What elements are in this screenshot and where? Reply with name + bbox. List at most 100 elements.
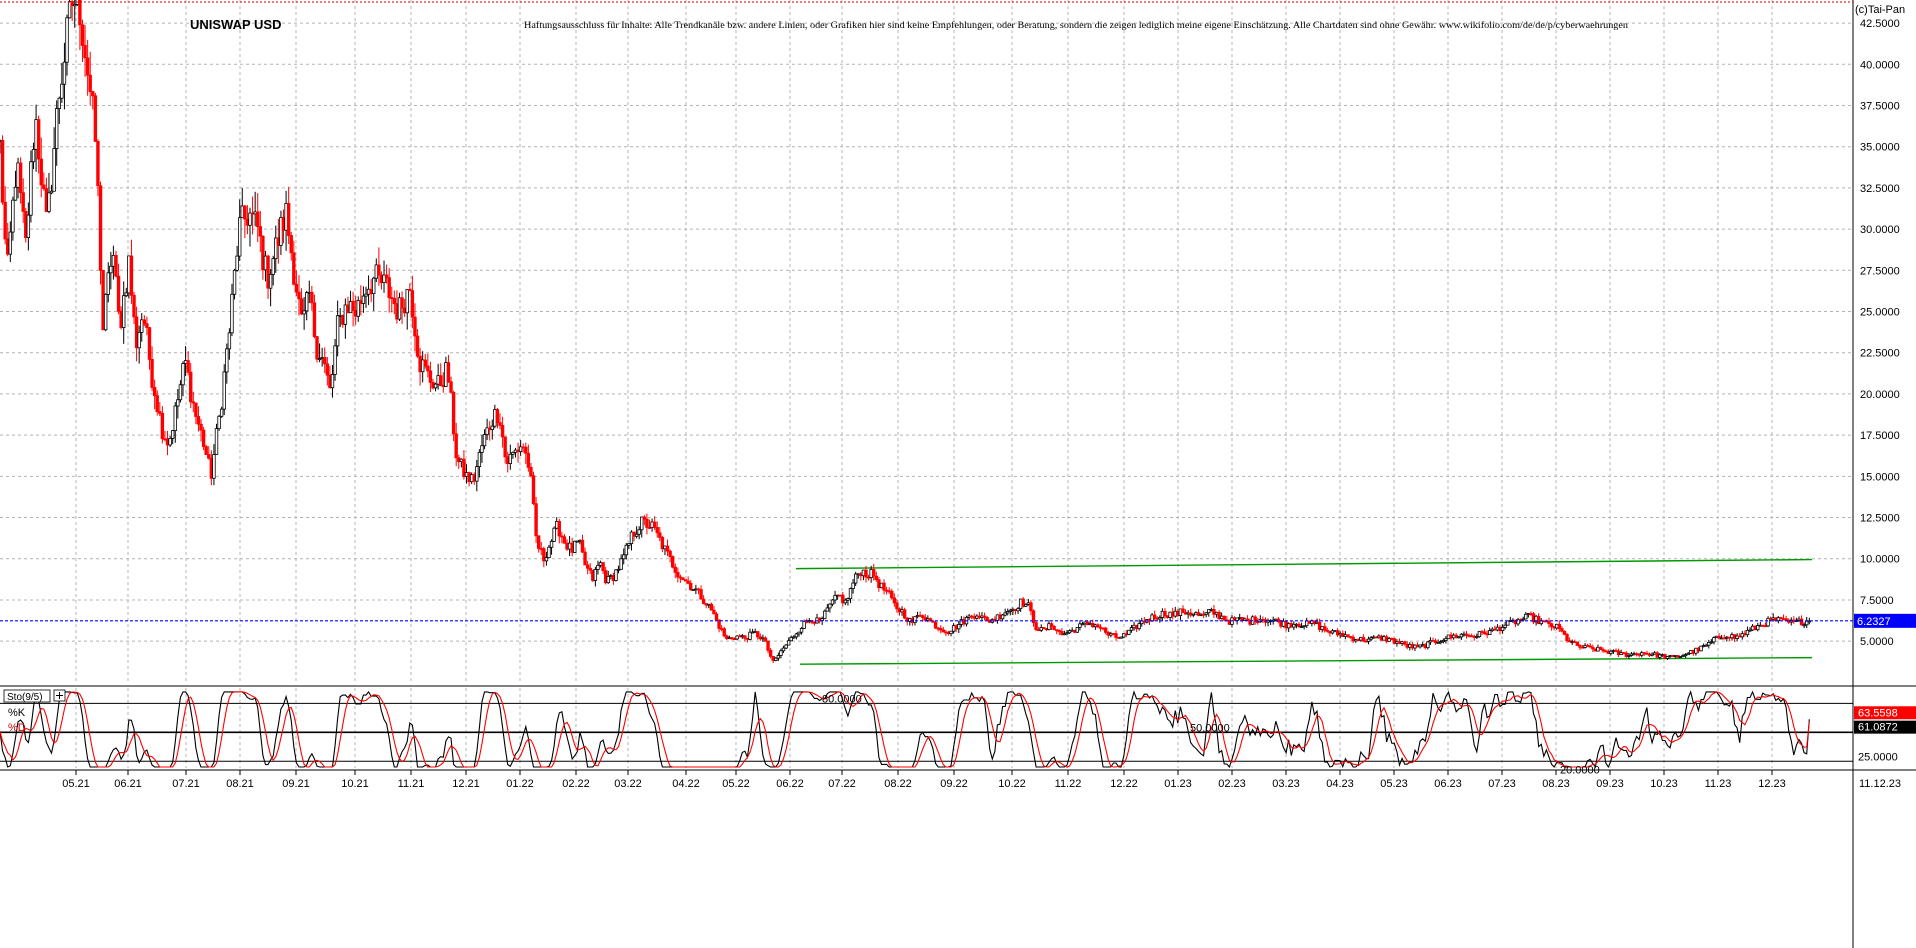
candle-down: [500, 424, 505, 438]
candle-down: [323, 357, 327, 365]
candle-up: [779, 650, 783, 656]
candle-down: [1557, 623, 1561, 629]
candle-up: [330, 374, 335, 389]
candle-up: [1129, 627, 1134, 631]
candle-down: [408, 289, 412, 292]
candle-down: [531, 475, 536, 505]
last-price-box: [1854, 613, 1916, 628]
candle-down: [315, 336, 319, 360]
price-tick-label: 20.0000: [1860, 389, 1900, 401]
candle-down: [526, 452, 531, 468]
candle-down: [895, 602, 899, 610]
candle-up: [823, 610, 827, 620]
candle-up: [1748, 629, 1752, 632]
candle-up: [480, 445, 484, 453]
candle-down: [410, 290, 415, 318]
candle-down: [400, 297, 404, 309]
candle-down: [920, 615, 925, 618]
candle-down: [686, 580, 690, 584]
candle-up: [1686, 653, 1690, 656]
candle-down: [941, 629, 946, 633]
candle-up: [212, 454, 216, 479]
candle-up: [173, 405, 177, 431]
candle-up: [735, 635, 739, 640]
candle-down: [683, 579, 688, 582]
x-tick-label: 09.21: [282, 778, 310, 790]
candle-up: [73, 4, 77, 7]
candle-up: [549, 540, 554, 548]
x-tick-label: 11.21: [398, 778, 425, 790]
candle-up: [637, 529, 641, 535]
x-tick-label: 04.23: [1326, 778, 1354, 790]
candle-up: [1704, 644, 1708, 647]
candle-down: [243, 205, 247, 220]
candle-up: [109, 265, 113, 274]
candle-down: [1096, 624, 1100, 628]
x-tick-label: 07.23: [1488, 778, 1516, 790]
candle-up: [1008, 609, 1013, 612]
candle-up: [1137, 623, 1141, 630]
candle-down: [129, 255, 134, 296]
price-tick-label: 37.5000: [1860, 100, 1900, 112]
candle-down: [902, 609, 907, 619]
candle-down: [1799, 618, 1804, 626]
k-value-box: [1854, 706, 1916, 720]
candle-up: [508, 453, 513, 464]
osc-axis-label: 25.0000: [1858, 751, 1898, 763]
osc-label: Sto(9/5): [7, 692, 43, 703]
candle-up: [305, 292, 309, 312]
candle-up: [181, 363, 185, 386]
candle-up: [1475, 636, 1479, 639]
candle-down: [147, 327, 152, 360]
candle-down: [1201, 613, 1206, 616]
candle-down: [83, 45, 87, 59]
candle-down: [1351, 636, 1355, 642]
candle-down: [0, 140, 5, 203]
candle-down: [534, 503, 538, 537]
candle-up: [60, 83, 64, 99]
candle-up: [31, 149, 36, 163]
candle-up: [433, 383, 438, 389]
candle-up: [1707, 642, 1711, 646]
x-tick-label: 09.22: [940, 778, 968, 790]
candle-up: [544, 557, 549, 562]
candle-up: [47, 192, 51, 212]
candle-down: [261, 235, 265, 271]
candle-down: [939, 628, 943, 631]
candle-up: [170, 430, 175, 439]
candle-up: [106, 272, 110, 295]
candle-up: [1516, 619, 1520, 625]
candle-up: [786, 640, 791, 646]
candle-up: [178, 384, 183, 401]
candle-up: [789, 637, 793, 642]
candle-down: [294, 283, 299, 293]
x-tick-label: 05.21: [62, 778, 90, 790]
candle-down: [377, 264, 381, 276]
candle-down: [557, 521, 561, 537]
candle-down: [1029, 602, 1033, 612]
candle-up: [1756, 625, 1760, 631]
candle-down: [289, 235, 293, 254]
candle-up: [268, 274, 273, 289]
candle-up: [317, 358, 322, 360]
k-label: %K: [8, 707, 26, 719]
candle-down: [1222, 615, 1226, 621]
candle-down: [872, 569, 876, 577]
candle-down: [890, 590, 894, 599]
candle-up: [1016, 608, 1020, 612]
x-tick-label: 12.22: [1110, 778, 1138, 790]
candle-down: [1346, 634, 1350, 637]
candle-down: [150, 359, 154, 388]
osc-level-label: 50.0000: [1190, 722, 1230, 734]
candle-down: [1536, 615, 1541, 625]
candle-down: [1624, 652, 1629, 657]
candle-down: [1335, 630, 1340, 636]
candle-up: [248, 212, 252, 226]
x-tick-label: 11.12.23: [1859, 778, 1901, 790]
candle-down: [1152, 614, 1157, 619]
candle-down: [709, 603, 714, 611]
candle-down: [1325, 629, 1330, 632]
candle-up: [593, 569, 598, 581]
candle-down: [325, 363, 330, 376]
